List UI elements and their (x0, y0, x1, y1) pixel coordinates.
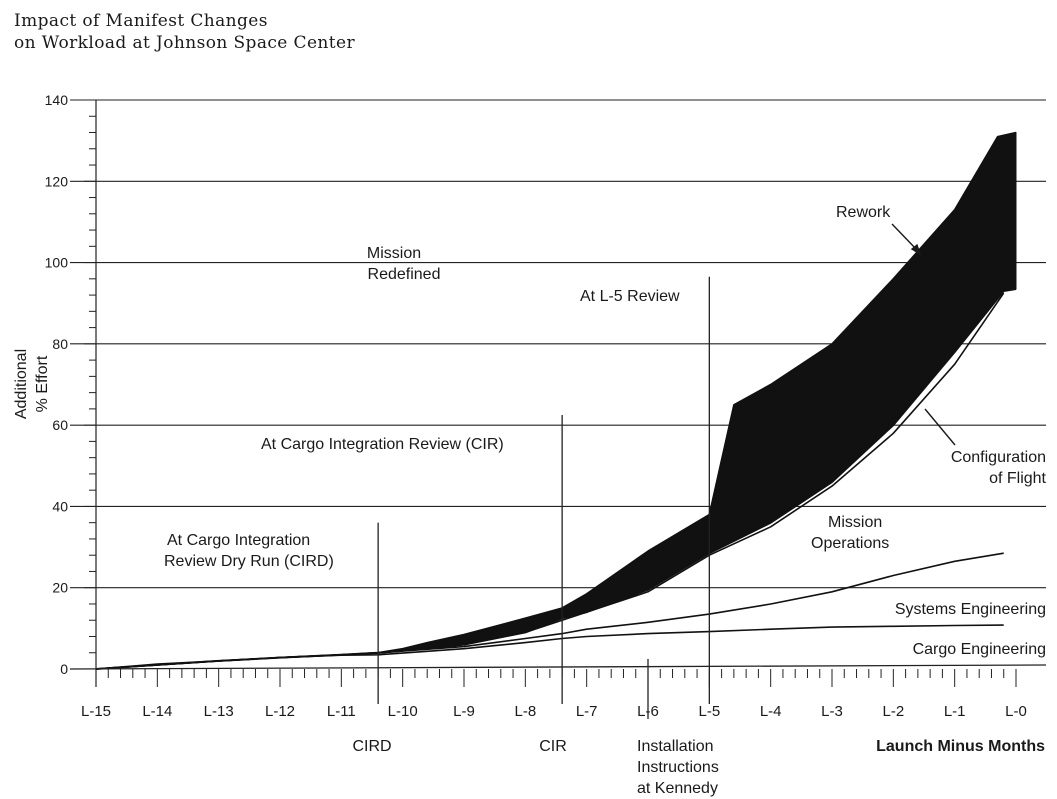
configuration-label-line1: Configuration (951, 449, 1046, 466)
mission-operations-label-line1: Mission (828, 514, 882, 531)
y-tick-label-80: 80 (52, 336, 68, 352)
x-axis-line (69, 664, 1047, 670)
x-tick-label-L-12: L-12 (265, 703, 295, 720)
axis-layer: 0 20 40 60 80 100 120 140 L-15 L-14 L-13 L-12 L-11 L-… (45, 92, 1047, 720)
x-tick-label-L-13: L-13 (204, 703, 234, 720)
x-tick-label-L-14: L-14 (142, 703, 172, 720)
series-line-cargo-engineering (95, 624, 1004, 670)
x-tick-label-L-3: L-3 (821, 703, 843, 720)
x-tick-label-L-10: L-10 (388, 703, 418, 720)
y-tick-label-40: 40 (52, 498, 68, 514)
x-tick-label-L-0: L-0 (1005, 703, 1027, 720)
configuration-label-line2: of Flight (989, 470, 1046, 487)
mission-redefined-line2: Redefined (368, 266, 441, 283)
chart-title: Impact of Manifest Changes on Workload a… (14, 10, 614, 54)
y-tick-label-60: 60 (52, 417, 68, 433)
milestone-kennedy-label-line3: at Kennedy (637, 780, 718, 797)
x-tick-label-L-8: L-8 (514, 703, 536, 720)
chart-title-line1: Impact of Manifest Changes (14, 11, 268, 31)
milestone-kennedy-label-line1: Installation (637, 738, 714, 755)
x-tick-label-L-11: L-11 (327, 703, 356, 720)
x-tick-label-L-15: L-15 (81, 703, 111, 720)
milestone-cird-axis-label: CIRD (352, 738, 391, 755)
rework-arrowhead (910, 243, 922, 256)
y-tick-label-100: 100 (45, 255, 69, 271)
x-tick-label-L-2: L-2 (882, 703, 904, 720)
leader-lines (891, 223, 956, 446)
y-tick-label-140: 140 (45, 92, 69, 108)
milestone-cird-annotation-line1: At Cargo Integration (167, 532, 310, 549)
x-tick-label-L-1: L-1 (944, 703, 966, 720)
mission-redefined-line1: Mission (367, 245, 421, 262)
milestone-l5-annotation: At L-5 Review (580, 288, 680, 305)
milestone-cird-annotation-line2: Review Dry Run (CIRD) (164, 553, 334, 570)
systems-engineering-label: Systems Engineering (895, 601, 1046, 618)
x-axis-title: Launch Minus Months (876, 738, 1045, 755)
rework-leader (891, 223, 918, 251)
x-tick-label-L-4: L-4 (760, 703, 782, 720)
y-axis-label-line2: % Effort (34, 355, 51, 412)
milestone-kennedy-label-line2: Instructions (637, 759, 719, 776)
x-tick-label-L-7: L-7 (576, 703, 598, 720)
rework-label: Rework (836, 204, 891, 221)
y-tick-label-120: 120 (45, 173, 69, 189)
mission-operations-label-line2: Operations (811, 535, 889, 552)
chart-title-line2: on Workload at Johnson Space Center (14, 33, 355, 53)
x-tick-label-L-5: L-5 (698, 703, 720, 720)
cargo-engineering-label: Cargo Engineering (913, 641, 1046, 658)
milestone-layer (377, 276, 710, 719)
milestone-cir-annotation: At Cargo Integration Review (CIR) (261, 436, 504, 453)
x-tick-label-L-9: L-9 (453, 703, 475, 720)
milestone-cir-axis-label: CIR (539, 738, 567, 755)
y-tick-label-0: 0 (60, 661, 68, 677)
configuration-leader (924, 408, 956, 446)
y-tick-label-20: 20 (52, 580, 68, 596)
y-axis-label-line1: Additional (13, 349, 30, 419)
